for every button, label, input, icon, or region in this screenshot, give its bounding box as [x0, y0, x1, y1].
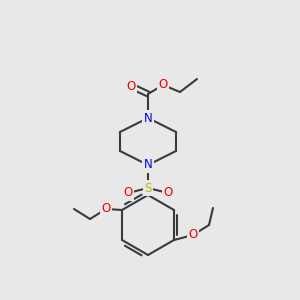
Text: O: O: [123, 187, 133, 200]
Text: N: N: [144, 112, 152, 124]
Text: O: O: [158, 79, 168, 92]
Text: O: O: [188, 229, 198, 242]
Text: N: N: [144, 158, 152, 172]
Text: S: S: [144, 182, 152, 194]
Text: O: O: [101, 202, 111, 215]
Text: O: O: [126, 80, 136, 92]
Text: O: O: [164, 187, 172, 200]
